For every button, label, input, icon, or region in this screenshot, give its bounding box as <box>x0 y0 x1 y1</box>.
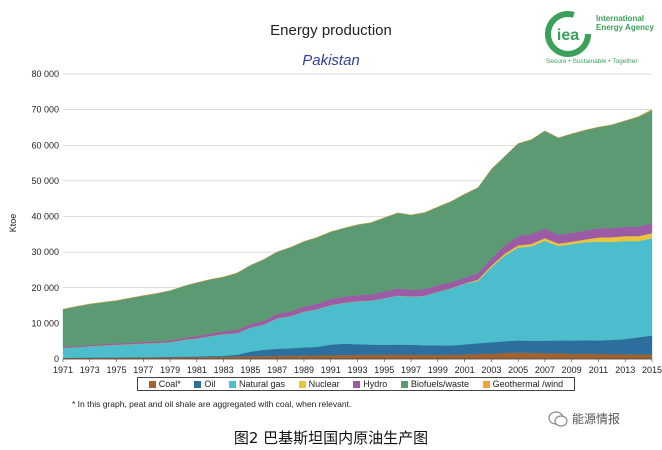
x-tick-label: 1983 <box>214 365 234 375</box>
chart-legend: Coal* Oil Natural gas Nuclear Hydro Biofuels/… <box>137 377 575 391</box>
legend-swatch <box>229 380 237 388</box>
stacked-areas <box>62 109 653 360</box>
legend-label: Oil <box>204 379 216 389</box>
legend-label: Biofuels/waste <box>410 379 469 389</box>
x-tick-label: 2015 <box>642 365 662 375</box>
iea-logo-ring <box>545 11 591 57</box>
chart-title: Energy production <box>270 22 392 39</box>
y-tick-label: 80 000 <box>31 69 59 79</box>
x-tick-label: 2001 <box>455 365 475 375</box>
iea-logo-tagline: Secure • Sustainable • Together <box>546 58 638 65</box>
iea-logo-name-line2: Energy Agency <box>596 23 654 32</box>
legend-label: Natural gas <box>239 379 286 389</box>
x-tick-label: 1971 <box>53 365 73 375</box>
y-tick-label: 50 000 <box>31 176 59 186</box>
x-tick-label: 2007 <box>535 365 555 375</box>
axes: 0 10 000 20 000 30 000 40 000 50 000 60 000 70 … <box>31 69 662 375</box>
legend-item: Coal* <box>148 379 181 389</box>
x-tick-label: 1995 <box>374 365 394 375</box>
x-tick-label: 2003 <box>481 365 501 375</box>
legend-label: Hydro <box>363 379 388 389</box>
legend-label: Coal* <box>158 379 181 389</box>
y-axis-label: Ktoe <box>8 214 18 233</box>
y-tick-label: 60 000 <box>31 140 59 150</box>
watermark: 能源情报 <box>548 410 620 427</box>
y-tick-label: 30 000 <box>31 247 59 257</box>
y-tick-label: 40 000 <box>31 212 59 222</box>
x-tick-label: 2009 <box>562 365 582 375</box>
x-tick-label: 2013 <box>615 365 635 375</box>
figure-caption: 图2 巴基斯坦国内原油生产图 <box>233 429 429 447</box>
iea-logo-name: International Energy Agency <box>596 14 654 32</box>
legend-item: Hydro <box>353 379 387 389</box>
x-tick-label: 1981 <box>187 365 207 375</box>
x-tick-label: 1989 <box>294 365 314 375</box>
y-tick-label: 70 000 <box>31 105 59 115</box>
iea-logo-mark: iea <box>557 27 579 44</box>
y-tick-label: 10 000 <box>31 318 59 328</box>
legend-item: Natural gas <box>229 379 285 389</box>
legend-item: Geothermal /wind <box>482 379 564 389</box>
legend-swatch <box>298 380 306 388</box>
footnote: * In this graph, peat and oil shale are … <box>72 399 352 409</box>
x-tick-label: 1997 <box>401 365 421 375</box>
legend-swatch <box>482 380 490 388</box>
x-tick-label: 1979 <box>160 365 180 375</box>
legend-item: Oil <box>194 379 215 389</box>
legend-swatch <box>400 380 408 388</box>
iea-logo-name-line1: International <box>596 14 645 23</box>
wechat-icon <box>548 410 568 427</box>
legend-label: Geothermal /wind <box>492 379 564 389</box>
x-tick-label: 1991 <box>321 365 341 375</box>
legend-swatch <box>148 380 156 388</box>
x-tick-label: 1973 <box>80 365 100 375</box>
legend-label: Nuclear <box>308 379 340 389</box>
y-tick-label: 20 000 <box>31 283 59 293</box>
watermark-text: 能源情报 <box>572 412 621 426</box>
x-tick-label: 1987 <box>267 365 287 375</box>
chart-subtitle: Pakistan <box>302 52 360 69</box>
x-tick-label: 2011 <box>589 365 608 375</box>
x-tick-label: 1977 <box>133 365 153 375</box>
legend-swatch <box>353 380 361 388</box>
x-tick-label: 1975 <box>107 365 127 375</box>
y-tick-label: 0 <box>54 354 59 364</box>
legend-item: Nuclear <box>298 379 340 389</box>
area-geothermal-wind <box>62 109 653 310</box>
iea-logo: iea <box>545 11 591 57</box>
x-tick-label: 1985 <box>240 365 260 375</box>
x-tick-label: 1993 <box>347 365 367 375</box>
legend-swatch <box>194 380 202 388</box>
legend-item: Biofuels/waste <box>400 379 469 389</box>
x-tick-label: 2005 <box>508 365 528 375</box>
x-tick-label: 1999 <box>428 365 448 375</box>
